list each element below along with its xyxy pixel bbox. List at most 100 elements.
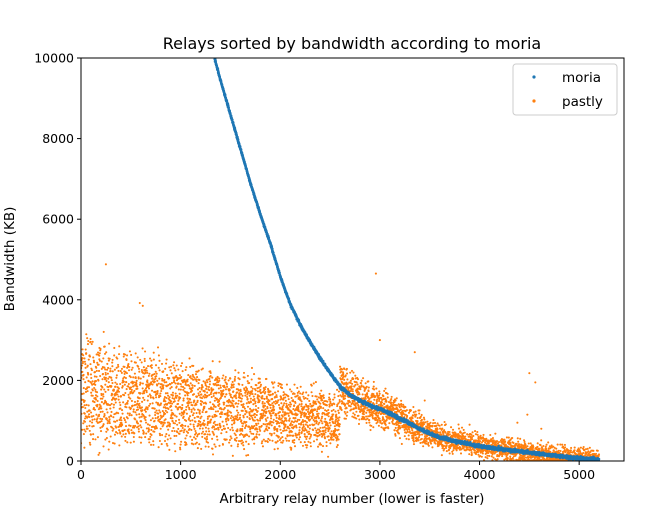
pastly-point bbox=[186, 431, 190, 434]
pastly-point bbox=[325, 427, 328, 430]
pastly-point bbox=[355, 410, 358, 413]
pastly-point bbox=[381, 422, 384, 425]
pastly-point bbox=[249, 426, 252, 429]
pastly-point bbox=[104, 390, 107, 393]
pastly-point bbox=[285, 439, 288, 442]
pastly-point bbox=[271, 382, 274, 385]
pastly-point bbox=[354, 383, 357, 386]
pastly-point bbox=[184, 394, 187, 397]
pastly-point bbox=[312, 429, 315, 432]
pastly-point bbox=[476, 451, 479, 454]
pastly-point bbox=[417, 439, 420, 442]
pastly-point bbox=[401, 409, 405, 412]
pastly-point bbox=[312, 404, 315, 407]
pastly-point bbox=[494, 432, 497, 435]
pastly-point bbox=[88, 409, 91, 412]
pastly-point bbox=[352, 377, 355, 380]
pastly-point bbox=[300, 402, 303, 406]
pastly-point bbox=[385, 400, 388, 403]
pastly-point bbox=[195, 395, 199, 398]
pastly-point bbox=[315, 420, 318, 423]
pastly-point bbox=[133, 389, 136, 392]
pastly-point bbox=[186, 397, 189, 400]
pastly-point bbox=[151, 417, 154, 420]
pastly-point bbox=[282, 398, 285, 401]
pastly-point bbox=[266, 440, 269, 443]
pastly-point bbox=[336, 388, 339, 391]
pastly-point bbox=[127, 396, 130, 399]
pastly-point bbox=[102, 393, 105, 396]
pastly-point bbox=[225, 404, 228, 407]
pastly-point bbox=[232, 416, 235, 419]
pastly-point bbox=[141, 387, 144, 390]
pastly-point bbox=[422, 445, 425, 448]
pastly-point bbox=[92, 425, 95, 428]
pastly-point bbox=[206, 423, 209, 426]
pastly-point bbox=[305, 412, 308, 415]
pastly-point bbox=[282, 391, 285, 394]
pastly-point bbox=[407, 438, 410, 441]
pastly-point bbox=[365, 411, 368, 414]
pastly-point bbox=[132, 381, 136, 384]
pastly-point bbox=[199, 390, 202, 393]
pastly-point bbox=[346, 402, 350, 405]
pastly-point bbox=[140, 426, 143, 429]
pastly-point bbox=[444, 431, 447, 434]
pastly-point bbox=[132, 376, 135, 379]
pastly-point bbox=[92, 433, 95, 436]
pastly-point bbox=[91, 383, 94, 386]
pastly-point bbox=[106, 422, 109, 425]
pastly-point bbox=[107, 388, 110, 391]
pastly-point bbox=[129, 441, 132, 444]
pastly-point bbox=[274, 400, 277, 403]
pastly-point bbox=[155, 375, 158, 378]
pastly-point bbox=[143, 389, 147, 392]
pastly-point bbox=[462, 428, 465, 431]
pastly-point bbox=[156, 384, 159, 387]
pastly-point bbox=[185, 405, 188, 409]
pastly-point bbox=[103, 388, 106, 391]
pastly-point bbox=[225, 423, 229, 426]
pastly-point bbox=[180, 440, 183, 443]
pastly-point bbox=[233, 421, 236, 424]
pastly-point bbox=[241, 409, 244, 412]
pastly-point bbox=[154, 413, 157, 417]
pastly-point bbox=[87, 380, 90, 383]
pastly-point bbox=[323, 426, 326, 429]
pastly-point bbox=[305, 408, 308, 411]
pastly-point bbox=[290, 447, 293, 450]
pastly-point bbox=[377, 424, 380, 427]
pastly-point bbox=[440, 454, 443, 457]
pastly-point bbox=[192, 423, 195, 426]
pastly-point bbox=[213, 415, 216, 418]
pastly-point bbox=[111, 358, 114, 361]
pastly-point bbox=[89, 363, 92, 366]
pastly-point bbox=[132, 385, 135, 388]
pastly-point bbox=[367, 390, 370, 393]
pastly-point bbox=[82, 378, 85, 381]
pastly-point bbox=[315, 438, 318, 441]
pastly-point bbox=[160, 383, 163, 386]
pastly-point bbox=[157, 446, 160, 449]
pastly-point bbox=[267, 437, 270, 440]
pastly-point bbox=[459, 452, 463, 455]
pastly-point bbox=[254, 404, 258, 408]
pastly-point bbox=[211, 437, 214, 440]
pastly-point bbox=[332, 421, 335, 425]
pastly-point bbox=[240, 442, 243, 445]
pastly-point bbox=[162, 370, 165, 373]
pastly-point bbox=[168, 434, 171, 437]
pastly-point bbox=[285, 429, 288, 432]
pastly-point bbox=[526, 445, 529, 448]
pastly-point bbox=[196, 435, 199, 438]
pastly-point bbox=[235, 402, 238, 405]
pastly-point bbox=[87, 404, 90, 407]
pastly-point bbox=[372, 385, 375, 388]
pastly-point bbox=[135, 379, 138, 382]
pastly-point bbox=[305, 437, 308, 441]
pastly-point bbox=[258, 425, 261, 428]
pastly-point bbox=[284, 417, 288, 420]
pastly-point bbox=[252, 426, 255, 430]
pastly-point bbox=[179, 383, 182, 386]
pastly-point bbox=[506, 457, 509, 460]
